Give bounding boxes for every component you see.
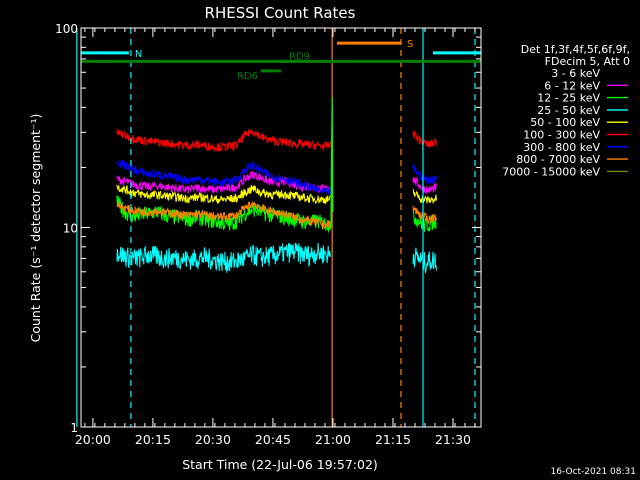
x-tick-label: 21:00 xyxy=(315,432,351,447)
legend-label-7: 800 - 7000 keV xyxy=(516,153,600,166)
plot-area: N S RD9 RD6 xyxy=(76,28,481,427)
x-tick-label: 20:15 xyxy=(135,432,171,447)
flare-spike xyxy=(330,97,334,228)
series-line-0-0 xyxy=(116,204,332,396)
series-line-4-0 xyxy=(116,184,331,205)
x-tick-label: 21:30 xyxy=(435,432,471,447)
legend-label-4: 50 - 100 keV xyxy=(530,116,600,129)
y-tick-label: 100 xyxy=(55,22,78,36)
series-line-4-1 xyxy=(412,189,437,204)
legend-label-0: 3 - 6 keV xyxy=(551,67,600,80)
series-line-1-0 xyxy=(116,170,332,195)
legend-label-3: 25 - 50 keV xyxy=(537,104,600,117)
series-line-3-0 xyxy=(116,242,332,273)
flag-label-s: S xyxy=(407,39,413,50)
y-axis-label: Count Rate (s⁻¹ detector segment⁻¹) xyxy=(28,114,43,343)
series-line-7-0 xyxy=(116,200,331,229)
legend-label-5: 100 - 300 keV xyxy=(523,129,600,142)
legend-label-6: 300 - 800 keV xyxy=(523,141,600,154)
series-line-6-0 xyxy=(116,158,332,196)
series-line-5-1 xyxy=(412,130,437,148)
flag-label-rd9: RD9 xyxy=(289,51,310,62)
series-line-7-1 xyxy=(412,205,437,226)
x-tick-label: 20:30 xyxy=(195,432,231,447)
flag-label-rd6: RD6 xyxy=(237,71,258,82)
x-tick-label: 21:15 xyxy=(375,432,411,447)
series-line-2-0 xyxy=(116,195,332,234)
y-tick-label: 1 xyxy=(70,421,78,435)
legend-label-8: 7000 - 15000 keV xyxy=(502,165,600,178)
x-tick-label: 20:45 xyxy=(255,432,291,447)
timestamp: 16-Oct-2021 08:31 xyxy=(551,467,636,477)
y-tick-label: 10 xyxy=(63,222,78,236)
chart-title: RHESSI Count Rates xyxy=(205,4,356,22)
legend-header-2: FDecim 5, Att 0 xyxy=(545,55,630,68)
legend-label-2: 12 - 25 keV xyxy=(537,92,600,105)
series-line-5-0 xyxy=(116,128,332,152)
series-line-0-1 xyxy=(412,273,437,397)
x-axis-label: Start Time (22-Jul-06 19:57:02) xyxy=(182,457,378,472)
x-tick-label: 20:00 xyxy=(75,432,111,447)
series-line-6-1 xyxy=(412,163,437,184)
legend-header-1: Det 1f,3f,4f,5f,6f,9f, xyxy=(521,43,630,56)
axes: 1 10 100 20:00 20:15 20:30 20:45 21:00 21:15 21:3… xyxy=(55,22,481,447)
series-line-1-1 xyxy=(412,176,437,194)
legend-label-1: 6 - 12 keV xyxy=(544,79,600,92)
flag-label-n: N xyxy=(135,49,142,60)
series-line-3-1 xyxy=(412,247,437,275)
